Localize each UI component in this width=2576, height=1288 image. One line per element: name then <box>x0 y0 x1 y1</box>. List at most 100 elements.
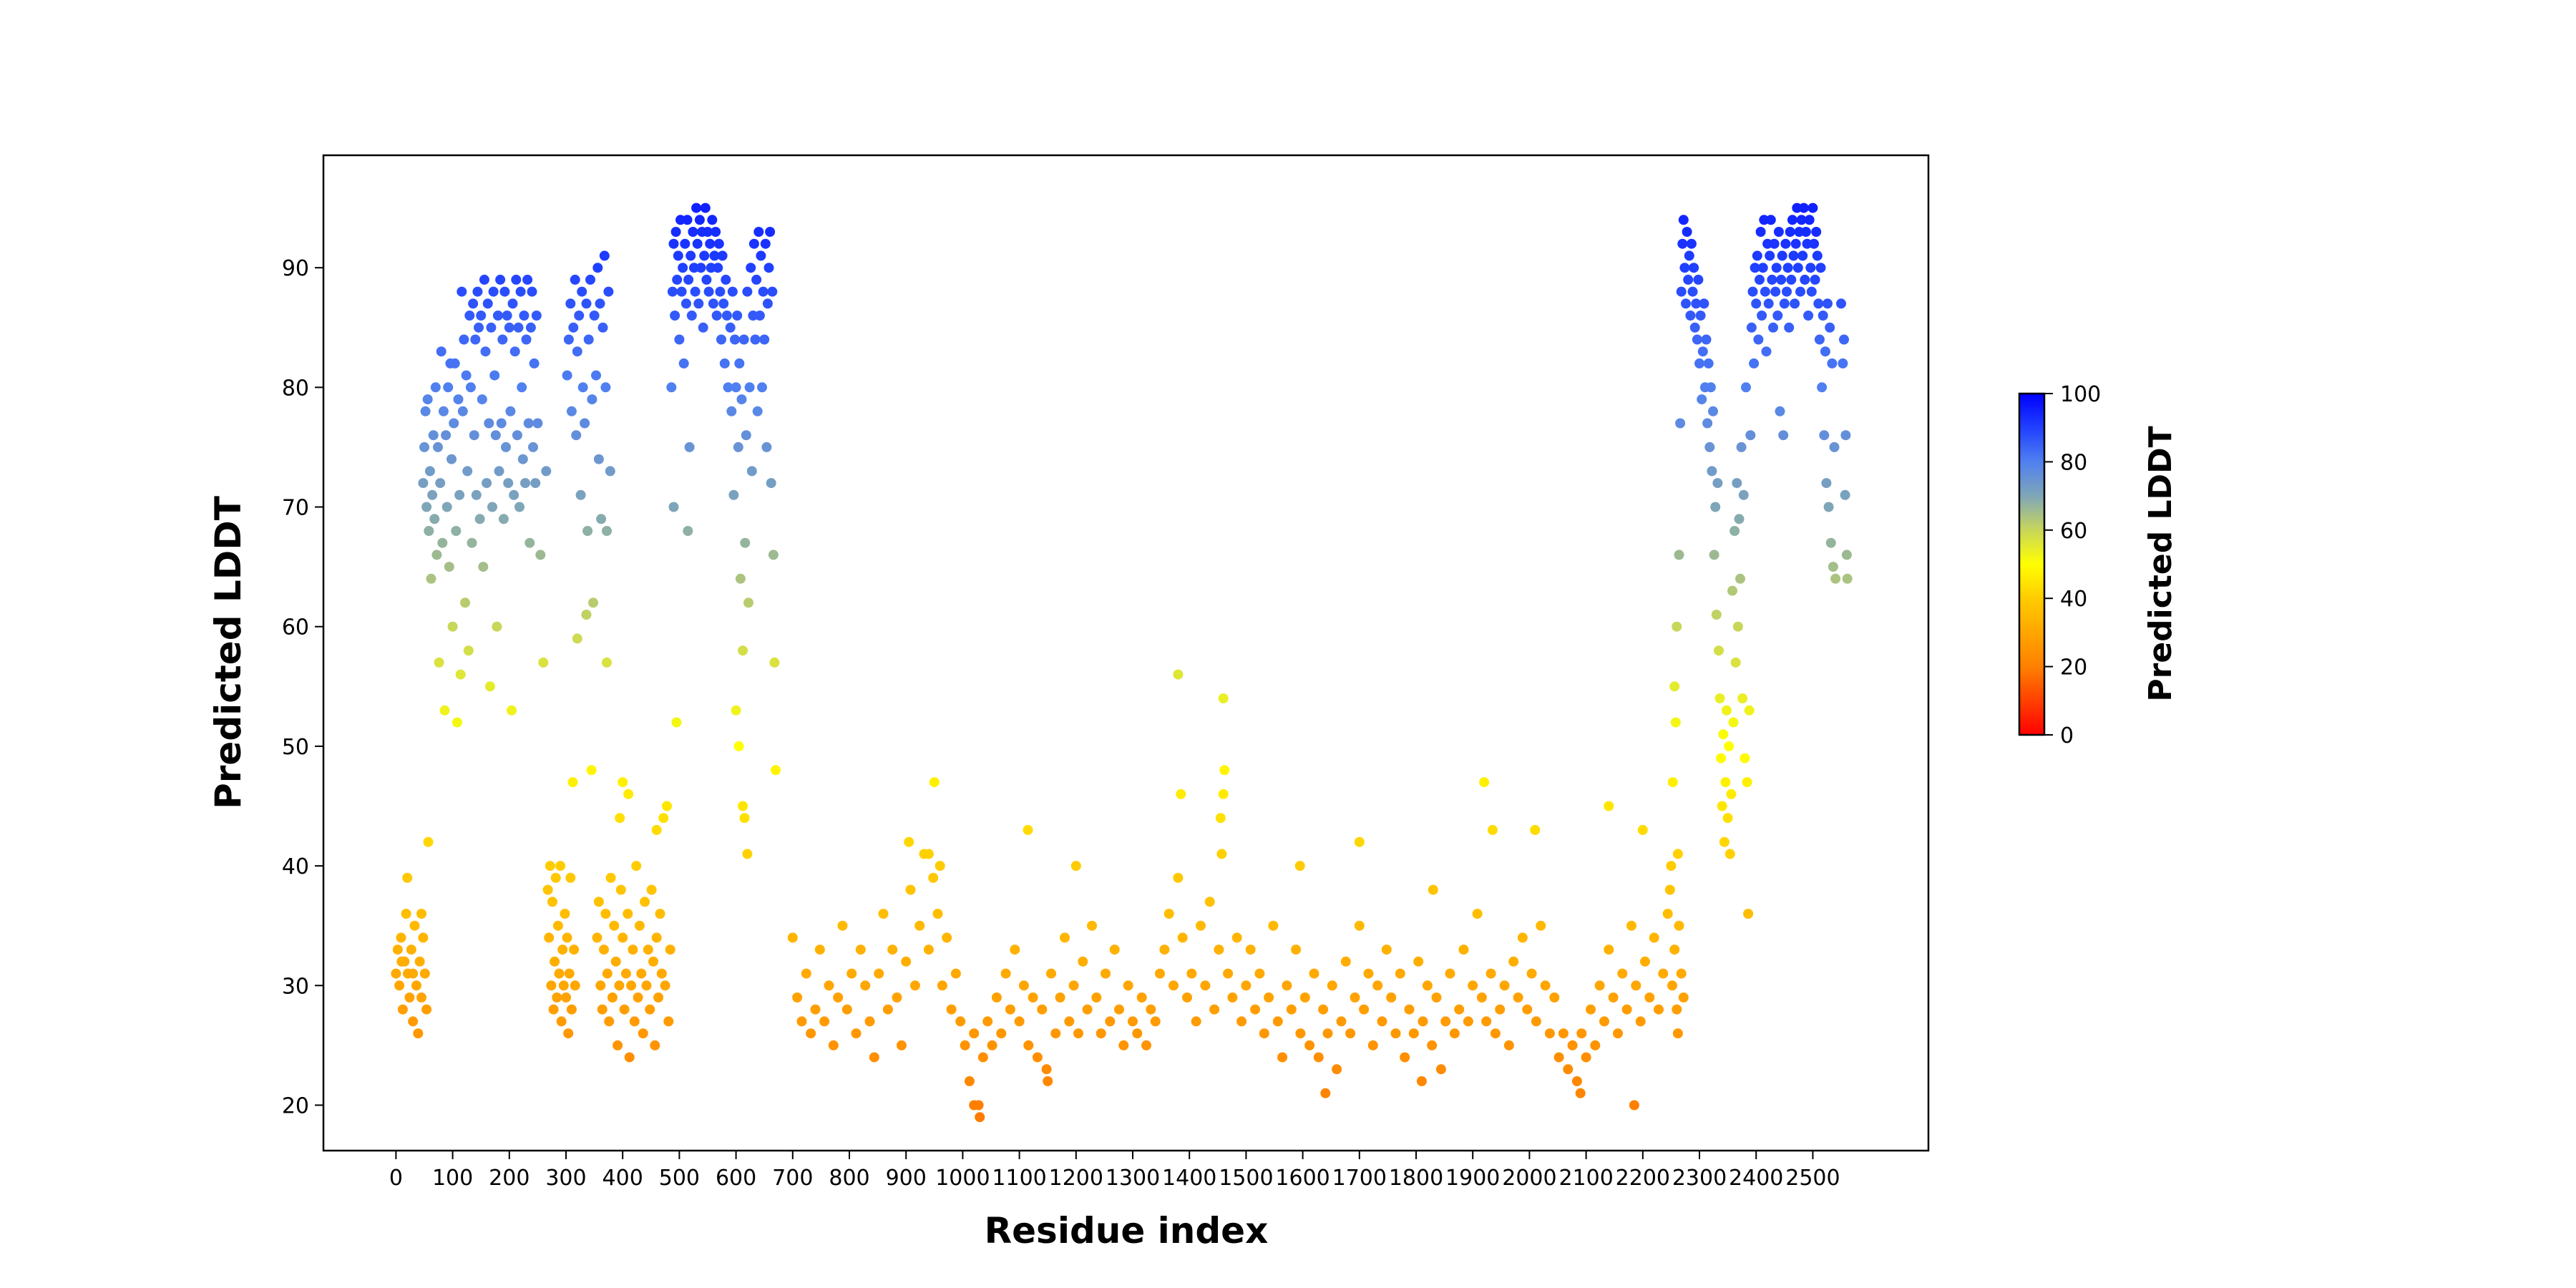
data-point <box>1128 1016 1138 1027</box>
data-point <box>1821 478 1832 489</box>
data-point <box>470 334 481 345</box>
data-point <box>1416 1076 1427 1086</box>
data-point <box>521 334 532 345</box>
data-point <box>736 394 747 405</box>
data-point <box>1046 968 1056 979</box>
data-point <box>923 849 934 859</box>
colorbar-tick-label: 80 <box>2060 450 2087 475</box>
data-point <box>507 298 518 309</box>
data-point <box>752 406 763 416</box>
data-point <box>1277 1052 1288 1063</box>
data-point <box>1553 1052 1564 1063</box>
y-tick-label: 80 <box>282 376 309 401</box>
data-point <box>955 1016 966 1027</box>
data-point <box>728 489 739 500</box>
data-point <box>1672 849 1683 859</box>
data-point <box>1765 215 1776 225</box>
data-point <box>629 1016 640 1027</box>
data-point <box>1796 215 1807 225</box>
data-point <box>1829 441 1840 452</box>
data-point <box>453 394 464 405</box>
data-point <box>591 370 601 381</box>
data-point <box>975 1112 985 1123</box>
data-point <box>600 909 611 919</box>
data-point <box>439 705 450 716</box>
data-point <box>1599 1016 1609 1027</box>
data-point <box>1694 358 1704 369</box>
data-point <box>741 430 751 441</box>
data-point <box>1717 801 1727 811</box>
data-point <box>492 311 503 321</box>
data-point <box>1191 1016 1201 1027</box>
data-point <box>1675 418 1686 429</box>
data-point <box>1768 322 1778 333</box>
data-point <box>796 1016 807 1027</box>
data-point <box>449 418 459 429</box>
data-point <box>746 263 756 273</box>
data-point <box>587 394 597 405</box>
data-point <box>711 227 721 237</box>
data-point <box>504 322 514 333</box>
data-point <box>1810 274 1820 285</box>
data-point <box>1805 263 1816 273</box>
data-point <box>430 382 441 393</box>
data-point <box>1724 741 1735 751</box>
data-point <box>1637 824 1648 835</box>
data-point <box>1078 956 1088 967</box>
data-point <box>1798 203 1809 213</box>
data-point <box>597 1004 608 1015</box>
data-point <box>698 322 708 333</box>
data-point <box>1777 250 1787 261</box>
data-point <box>497 334 508 345</box>
data-point <box>1064 1016 1075 1027</box>
data-point <box>487 502 497 512</box>
data-point <box>396 956 407 967</box>
data-point <box>851 1028 862 1039</box>
data-point <box>556 1016 567 1027</box>
data-point <box>1732 478 1742 489</box>
data-point <box>443 382 454 393</box>
data-point <box>1825 537 1836 548</box>
data-point <box>1363 968 1374 979</box>
data-point <box>1499 980 1510 991</box>
data-point <box>641 980 652 991</box>
data-point <box>746 466 757 477</box>
data-point <box>1681 298 1691 309</box>
data-point <box>977 1052 988 1063</box>
data-point <box>437 537 448 548</box>
data-point <box>610 956 621 967</box>
data-point <box>1685 311 1696 321</box>
data-point <box>1773 227 1784 237</box>
data-point <box>1711 610 1722 620</box>
data-point <box>935 861 945 872</box>
data-point <box>468 298 479 309</box>
data-point <box>909 980 920 991</box>
data-point <box>750 334 761 345</box>
data-point <box>532 418 543 429</box>
data-point <box>1790 238 1801 249</box>
data-point <box>1050 1028 1061 1039</box>
data-point <box>1658 968 1669 979</box>
x-tick-label: 1000 <box>935 1166 990 1191</box>
data-point <box>960 1040 970 1050</box>
data-point <box>585 274 595 285</box>
data-point <box>950 968 961 979</box>
data-point <box>436 346 447 357</box>
data-point <box>738 645 748 656</box>
data-point <box>1159 945 1170 955</box>
data-point <box>1718 729 1729 740</box>
data-point <box>678 358 689 369</box>
data-point <box>618 777 628 788</box>
data-point <box>563 334 574 345</box>
data-point <box>771 765 781 776</box>
x-tick-label: 2500 <box>1785 1166 1840 1191</box>
data-point <box>535 550 546 560</box>
y-tick-label: 40 <box>282 854 309 879</box>
data-point <box>392 945 403 955</box>
data-point <box>1722 705 1732 716</box>
data-point <box>766 478 776 489</box>
x-tick-label: 1200 <box>1049 1166 1103 1191</box>
x-tick-label: 800 <box>829 1166 869 1191</box>
data-point <box>1672 621 1682 632</box>
data-point <box>614 980 625 991</box>
